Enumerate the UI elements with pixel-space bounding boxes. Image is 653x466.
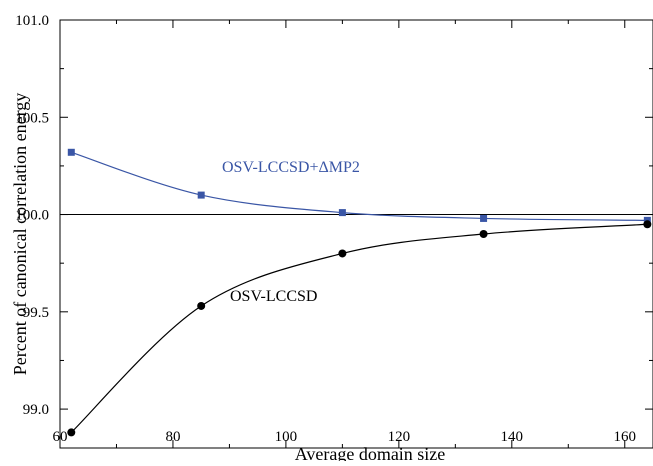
series-label-osv-lccsd: OSV-LCCSD <box>230 288 317 305</box>
series-label-osv-lccsd-dmp2: OSV-LCCSD+ΔMP2 <box>222 159 360 176</box>
y-tick-label: 100.0 <box>15 208 49 224</box>
data-point-square <box>197 191 205 199</box>
x-tick-label: 100 <box>275 429 298 445</box>
x-tick-label: 160 <box>614 429 637 445</box>
x-tick-label: 60 <box>53 429 68 445</box>
data-point-square <box>480 214 488 222</box>
x-tick-label: 80 <box>165 429 180 445</box>
x-tick-label: 120 <box>388 429 411 445</box>
series-line-osv-lccsd <box>70 223 648 433</box>
data-point-square <box>338 209 346 217</box>
y-axis-title: Percent of canonical correlation energy <box>10 93 30 376</box>
data-point-circle <box>197 301 206 310</box>
data-point-circle <box>479 230 488 238</box>
data-point-square <box>67 148 75 156</box>
y-tick-label: 100.5 <box>15 110 49 126</box>
data-point-circle <box>643 220 652 229</box>
data-point-circle <box>67 428 76 437</box>
x-axis-title: Average domain size <box>295 444 446 461</box>
x-tick-label: 140 <box>501 429 524 445</box>
y-tick-label: 99.5 <box>23 305 49 321</box>
plot-frame <box>59 19 653 449</box>
series-labels: OSV-LCCSD+ΔMP2 OSV-LCCSD <box>222 159 360 305</box>
data-point-circle <box>338 249 347 258</box>
series-layer <box>67 148 652 437</box>
y-tick-label: 101.0 <box>15 13 49 29</box>
ticks-layer: 60 80 100 120 140 160 99.0 99.5 100.0 100.5 101.0 <box>15 13 653 448</box>
y-tick-label: 99.0 <box>23 402 49 418</box>
